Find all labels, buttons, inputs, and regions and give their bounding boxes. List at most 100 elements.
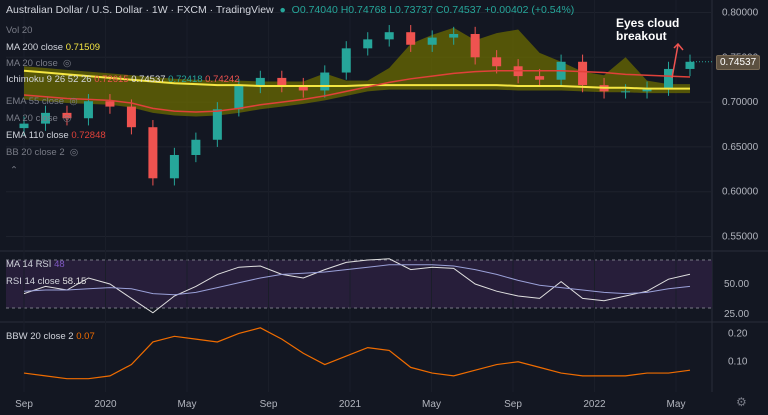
rsi-tick-label: 25.00 — [724, 309, 749, 320]
legend-bb-label: BB 20 close 2 — [6, 147, 65, 158]
candle-body — [363, 39, 373, 49]
candle-body — [406, 32, 416, 45]
ohlc-close: C0.74537 — [435, 4, 482, 16]
candle-body — [19, 123, 29, 129]
candle-body — [40, 112, 50, 124]
time-tick-label: 2022 — [583, 399, 606, 410]
bbw-tick-label: 0.10 — [728, 357, 748, 368]
candle-body — [212, 109, 222, 140]
eye-off-icon[interactable]: ◎ — [60, 113, 72, 124]
legend-ema110[interactable]: EMA 110 close 0.72848 — [6, 130, 106, 142]
candle-body — [83, 101, 93, 119]
collapse-legend-icon[interactable]: ⌃ — [10, 165, 18, 176]
cloud-area — [24, 27, 690, 117]
ema110-line — [23, 69, 691, 113]
price-tick-label: 0.80000 — [722, 7, 759, 18]
candle-body — [105, 101, 115, 107]
breakout-arrow-icon — [671, 42, 684, 79]
time-tick-label: 2021 — [339, 399, 362, 410]
candle-body — [685, 61, 695, 69]
ichimoku-cloud — [24, 27, 690, 117]
rsi-ma-line — [23, 264, 691, 296]
indicator-lines — [23, 42, 712, 380]
legend-rsi-value: 58.15 — [62, 276, 87, 287]
price-tick-label: 0.70000 — [722, 97, 759, 108]
live-dot-icon: ● — [276, 4, 289, 16]
legend-bb[interactable]: BB 20 close 2 ◎ — [6, 147, 78, 159]
chart-header: Australian Dollar / U.S. Dollar · 1W · F… — [6, 4, 574, 16]
candle-body — [148, 127, 158, 179]
annotation-line-2: breakout — [616, 29, 667, 43]
candle-body — [341, 48, 351, 73]
candle-body — [169, 154, 179, 179]
eye-off-icon[interactable]: ◎ — [67, 147, 79, 158]
ma200-line — [23, 69, 690, 90]
legend-bbw-label: BBW 20 close 2 — [6, 331, 74, 342]
rsi-tick-label: 50.00 — [724, 279, 749, 290]
price-tick-label: 0.55000 — [722, 232, 759, 243]
axes: 0.550000.600000.650000.700000.750000.800… — [15, 7, 758, 410]
candle-body — [62, 112, 72, 119]
legend-ma20[interactable]: MA 20 close ◎ — [6, 58, 71, 70]
ichimoku-value-2: 0.74537 — [131, 74, 166, 85]
candle-body — [642, 88, 652, 92]
legend-ema110-value: 0.72848 — [71, 130, 106, 141]
price-tick-label: 0.60000 — [722, 187, 759, 198]
candles — [19, 25, 695, 186]
annotation-text: Eyes cloud breakout — [616, 17, 679, 43]
legend-rsi-ma[interactable]: MA 14 RSI 48 — [6, 259, 65, 271]
legend-ema55-label: EMA 55 close — [6, 96, 65, 107]
ohlc-low: L0.73737 — [389, 4, 433, 16]
legend-ma20b[interactable]: MA 20 close ◎ — [6, 113, 71, 125]
time-tick-label: Sep — [15, 399, 33, 410]
legend-ma200[interactable]: MA 200 close 0.71509 — [6, 42, 100, 54]
ichimoku-value-1: 0.72615 — [94, 74, 129, 85]
legend-ichimoku[interactable]: Ichimoku 9 26 52 26 0.72615 0.74537 0.72… — [6, 74, 240, 86]
candle-body — [191, 139, 201, 155]
price-tick-label: 0.65000 — [722, 142, 759, 153]
legend-ma20-label: MA 20 close — [6, 58, 58, 69]
ohlc-high: H0.74768 — [340, 4, 387, 16]
candle-body — [449, 33, 459, 38]
bbw-tick-label: 0.20 — [728, 328, 748, 339]
legend-bbw[interactable]: BBW 20 close 2 0.07 — [6, 331, 95, 343]
time-tick-label: May — [667, 399, 686, 410]
candle-body — [578, 61, 588, 86]
bbw-line — [23, 327, 691, 380]
candle-body — [492, 57, 502, 67]
legend-bbw-value: 0.07 — [76, 331, 95, 342]
symbol-title: Australian Dollar / U.S. Dollar · 1W · F… — [6, 4, 274, 16]
eye-off-icon[interactable]: ◎ — [66, 96, 78, 107]
time-tick-label: May — [178, 399, 197, 410]
legend-vol[interactable]: Vol 20 — [6, 25, 33, 36]
eye-off-icon[interactable]: ◎ — [60, 58, 72, 69]
legend-ma200-label: MA 200 close — [6, 42, 64, 53]
candle-body — [621, 91, 631, 93]
time-tick-label: 2020 — [94, 399, 117, 410]
candle-body — [126, 106, 136, 128]
legend-ema55[interactable]: EMA 55 close ◎ — [6, 96, 78, 108]
candle-body — [384, 32, 394, 40]
settings-gear-icon[interactable]: ⚙ — [736, 395, 747, 409]
time-tick-label: Sep — [504, 399, 522, 410]
legend-ichimoku-label: Ichimoku 9 26 52 26 — [6, 74, 92, 85]
candle-body — [470, 33, 480, 58]
legend-rsi-ma-label: MA 14 RSI — [6, 259, 52, 270]
candle-body — [277, 77, 287, 86]
legend-rsi[interactable]: RSI 14 close 58.15 — [6, 276, 86, 288]
legend-rsi-ma-value: 48 — [54, 259, 65, 270]
legend-ma200-value: 0.71509 — [65, 42, 101, 53]
candle-body — [255, 77, 265, 86]
ichimoku-value-4: 0.74242 — [205, 74, 240, 85]
candle-body — [427, 37, 437, 45]
candle-body — [320, 72, 330, 91]
time-tick-label: Sep — [260, 399, 278, 410]
annotation-line-1: Eyes cloud — [616, 16, 680, 30]
current-price-tag: 0.74537 — [716, 55, 761, 70]
time-tick-label: May — [422, 399, 441, 410]
legend-ma20b-label: MA 20 close — [6, 113, 58, 124]
legend-rsi-label: RSI 14 close — [6, 276, 60, 287]
legend-ema110-label: EMA 110 close — [6, 130, 69, 141]
candle-body — [664, 68, 674, 89]
